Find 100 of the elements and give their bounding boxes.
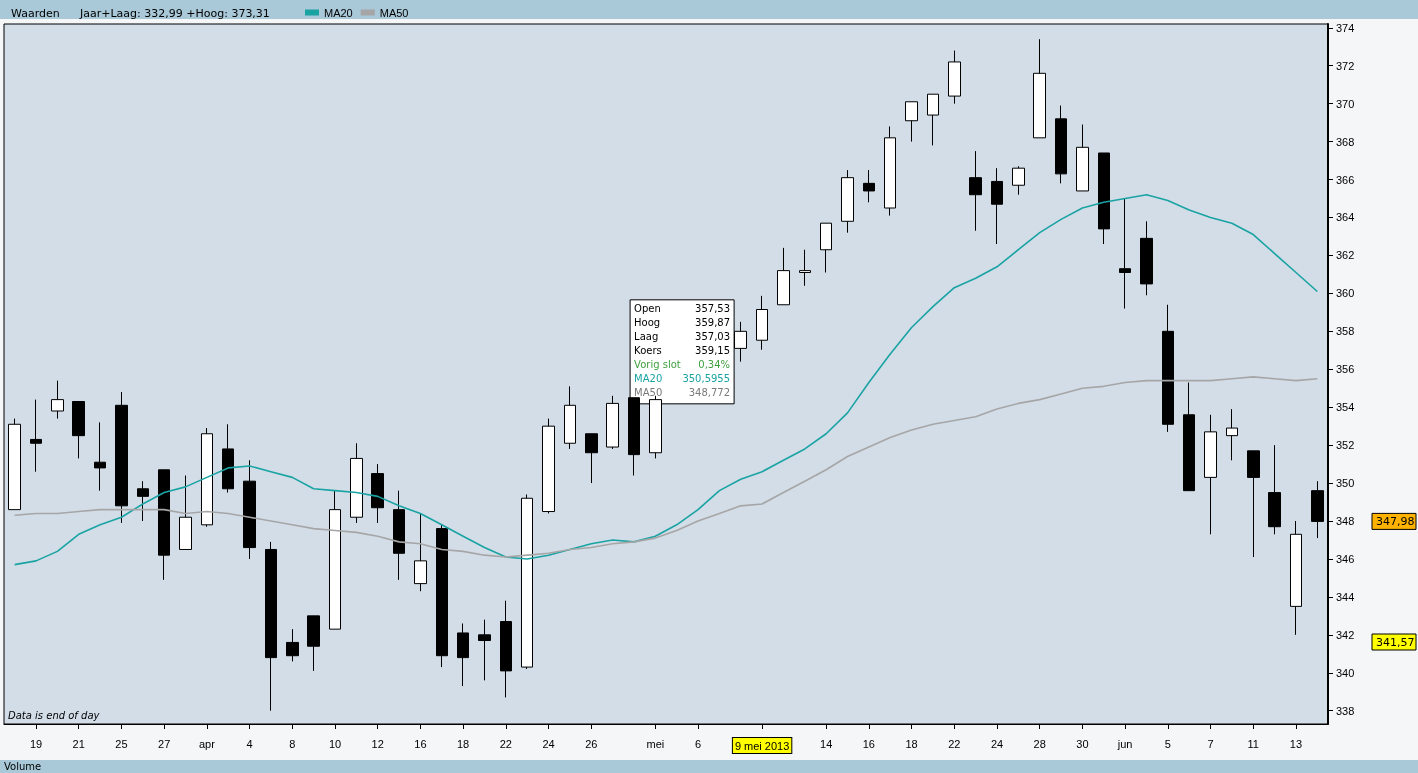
annotation: 357,53 — [695, 303, 731, 315]
chart-title: Waarden — [11, 7, 60, 20]
candlestick — [329, 490, 341, 630]
annotation: Data is end of day — [8, 709, 101, 721]
annotation: MA50 — [634, 387, 663, 399]
candlestick — [991, 167, 1003, 245]
candlestick — [564, 385, 576, 450]
line-series — [13, 193, 1319, 566]
x-tick-label: 4 — [246, 737, 253, 750]
x-tick-label: jun — [1116, 737, 1133, 750]
chart-subtitle: Jaar+Laag: 332,99 +Hoog: 373,31 — [79, 7, 270, 20]
candlestick — [8, 418, 21, 511]
candlestick — [243, 459, 256, 560]
candlestick — [137, 480, 149, 522]
candlestick — [1162, 304, 1174, 433]
y-tick-label: 360 — [1336, 287, 1355, 300]
annotation: Hoog — [634, 317, 661, 329]
candlestick — [265, 541, 277, 712]
candlestick — [777, 247, 790, 306]
x-tick-label: 27 — [158, 737, 171, 750]
text: Volume — [4, 760, 42, 772]
x-tick-label: apr — [198, 737, 216, 750]
x-tick-label: 24 — [990, 737, 1004, 750]
candlestick — [542, 418, 555, 514]
y-tick-label: 348 — [1336, 515, 1355, 528]
candlestick — [94, 421, 106, 492]
x-tick-label: 5 — [1164, 737, 1171, 750]
candlestick — [841, 169, 854, 234]
annotation: 0,34% — [698, 359, 731, 371]
y-tick-label: 344 — [1336, 590, 1355, 603]
x-tick-label: 22 — [499, 737, 512, 750]
x-tick-label: mei — [646, 737, 665, 750]
y-tick-label: 354 — [1336, 401, 1355, 414]
text: 347,98 — [1376, 515, 1415, 529]
y-tick-label: 350 — [1336, 477, 1355, 490]
y-tick-label: 338 — [1336, 704, 1355, 717]
candlestick — [884, 125, 896, 217]
x-tick-label: 7 — [1207, 737, 1214, 750]
candlestick — [1204, 414, 1217, 535]
candlestick — [1311, 480, 1324, 539]
candlestick — [30, 399, 42, 473]
annotation: 359,87 — [695, 317, 731, 329]
x-tick-label: 25 — [115, 737, 128, 750]
legend-label: MA20 — [324, 6, 353, 19]
candlestick — [1055, 105, 1067, 184]
candlestick — [307, 615, 320, 672]
annotation: Vorig slot — [634, 359, 681, 371]
line-series — [13, 376, 1319, 558]
x-tick-label: 11 — [1247, 737, 1259, 750]
candlestick — [478, 619, 491, 681]
annotation: 348,772 — [688, 387, 731, 399]
candlestick — [286, 628, 299, 662]
y-tick-label: 342 — [1336, 628, 1355, 641]
x-tick-label: 22 — [948, 737, 961, 750]
x-tick-label: 16 — [862, 737, 875, 750]
candlestick — [371, 463, 384, 524]
candlestick — [1226, 408, 1238, 461]
candlestick — [158, 469, 170, 581]
candlestick — [585, 433, 598, 484]
annotation: Koers — [634, 345, 662, 357]
x-tick-label: 26 — [585, 737, 598, 750]
annotation: 359,15 — [695, 345, 731, 357]
annotation: Laag — [634, 331, 659, 343]
y-tick-label: 364 — [1336, 211, 1355, 224]
x-tick-label: 14 — [820, 737, 833, 750]
annotation: 350,5955 — [682, 373, 731, 385]
candlestick — [1033, 38, 1046, 139]
candlestick — [863, 169, 875, 203]
y-tick-label: 356 — [1336, 363, 1355, 376]
candlestick — [414, 512, 427, 592]
candlestick — [1098, 152, 1110, 245]
candlestick — [393, 490, 405, 581]
y-tick-label: 358 — [1336, 325, 1355, 338]
candlestick — [222, 423, 234, 494]
candlestick — [905, 101, 918, 143]
candlestick — [820, 222, 832, 274]
y-tick-label: 362 — [1336, 249, 1355, 262]
annotation: MA20 — [634, 373, 663, 385]
candlestick — [72, 401, 85, 459]
annotation: 357,03 — [695, 331, 731, 343]
y-tick-label: 366 — [1336, 173, 1355, 186]
candlestick — [948, 50, 961, 105]
candlestick — [969, 150, 982, 232]
y-tick-label: 346 — [1336, 552, 1355, 565]
x-tick-label: 10 — [328, 737, 342, 750]
candlestick — [521, 493, 533, 670]
x-tick-label: 18 — [457, 737, 470, 750]
y-tick-label: 372 — [1336, 59, 1355, 72]
annotation: Open — [634, 303, 661, 315]
x-tick-label: 8 — [289, 737, 296, 750]
y-tick-label: 340 — [1336, 666, 1355, 679]
candlestick — [179, 474, 192, 550]
candlestick — [1076, 124, 1089, 192]
x-tick-label: 18 — [905, 737, 918, 750]
x-tick-label: 12 — [371, 737, 384, 750]
candlestick — [500, 600, 512, 698]
legend-label: MA50 — [379, 6, 409, 19]
candlestick — [350, 442, 363, 524]
x-tick-label: 28 — [1033, 737, 1046, 750]
candlestick — [1268, 444, 1281, 535]
